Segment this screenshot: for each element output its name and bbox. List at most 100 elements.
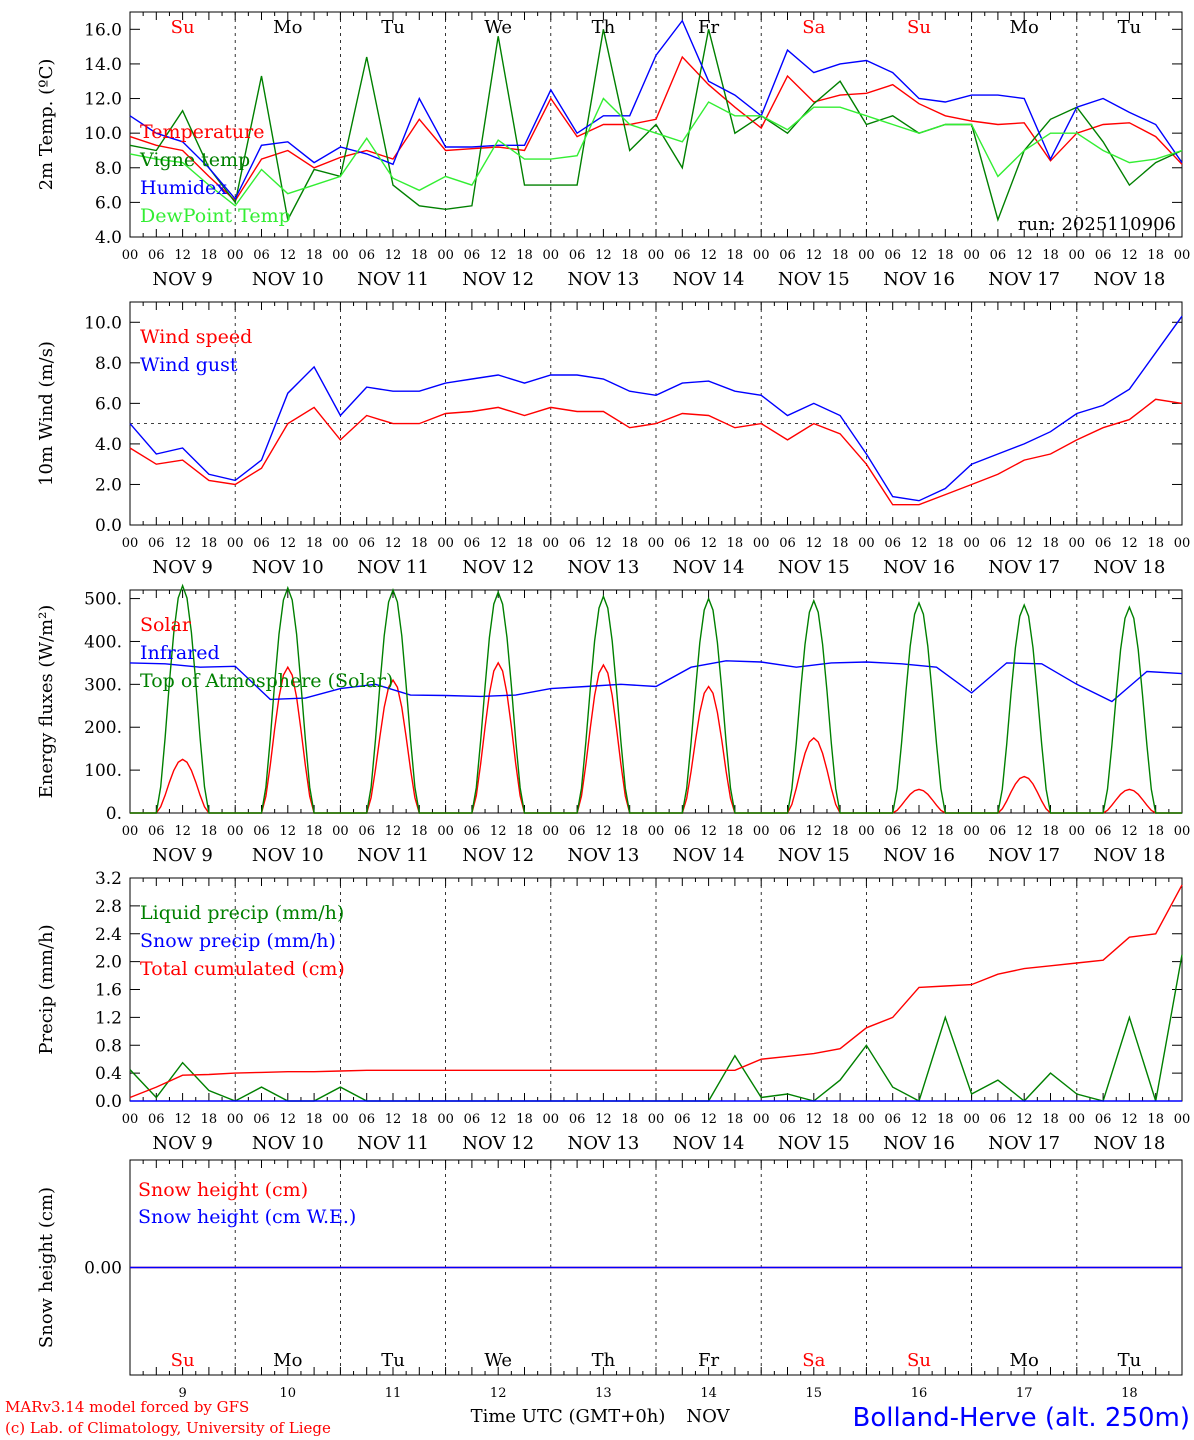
legend-entry: Total cumulated (cm) <box>140 958 345 980</box>
series-line <box>129 19 1183 201</box>
date-label: NOV 15 <box>778 1133 850 1154</box>
hour-label: 12 <box>1016 1112 1033 1127</box>
hour-label: 00 <box>227 824 244 839</box>
hour-label: 18 <box>1042 824 1059 839</box>
series-line <box>129 315 1183 502</box>
y-tick-label: 2.8 <box>95 897 122 917</box>
hour-label: 00 <box>122 536 139 551</box>
hour-label: 06 <box>253 1112 270 1127</box>
hour-label: 00 <box>543 536 560 551</box>
hour-label: 18 <box>621 1112 638 1127</box>
day-of-week: Su <box>907 1350 931 1371</box>
day-number: 18 <box>1121 1386 1138 1401</box>
y-tick-label: 0. <box>106 804 122 824</box>
day-of-week: Tu <box>381 1350 405 1371</box>
hour-label: 06 <box>674 824 691 839</box>
date-label: NOV 11 <box>357 269 429 290</box>
hour-label: 12 <box>490 536 507 551</box>
hour-label: 06 <box>464 1112 481 1127</box>
hour-label: 06 <box>990 248 1007 263</box>
date-label: NOV 17 <box>988 557 1060 578</box>
day-of-week: Tu <box>1118 1350 1142 1371</box>
series-line <box>129 55 1183 202</box>
hour-label: 18 <box>516 248 533 263</box>
hour-label: 00 <box>1069 536 1086 551</box>
hour-label: 00 <box>648 536 665 551</box>
y-tick-label: 0.00 <box>84 1259 122 1279</box>
y-tick-label: 500. <box>84 590 122 610</box>
day-of-week: Tu <box>381 17 405 38</box>
day-of-week: Sa <box>802 1350 825 1371</box>
hour-label: 06 <box>884 824 901 839</box>
hour-label: 12 <box>174 536 191 551</box>
hour-label: 12 <box>911 824 928 839</box>
hour-label: 18 <box>727 824 744 839</box>
hour-label: 06 <box>358 1112 375 1127</box>
hour-label: 00 <box>753 248 770 263</box>
date-label: NOV 13 <box>567 557 639 578</box>
date-label: NOV 10 <box>252 557 324 578</box>
hour-label: 12 <box>595 1112 612 1127</box>
day-number: 14 <box>700 1386 717 1401</box>
hour-label: 12 <box>595 536 612 551</box>
hour-label: 00 <box>437 1112 454 1127</box>
hour-label: 18 <box>516 1112 533 1127</box>
hour-label: 00 <box>437 824 454 839</box>
hour-label: 00 <box>227 536 244 551</box>
date-label: NOV 15 <box>778 269 850 290</box>
date-label: NOV 13 <box>567 1133 639 1154</box>
hour-label: 18 <box>832 248 849 263</box>
series-line <box>129 29 1183 222</box>
date-label: NOV 13 <box>567 269 639 290</box>
hour-label: 18 <box>937 1112 954 1127</box>
hour-label: 18 <box>727 248 744 263</box>
hour-label: 18 <box>411 824 428 839</box>
hour-label: 06 <box>148 1112 165 1127</box>
day-number: 17 <box>1016 1386 1033 1401</box>
date-label: NOV 16 <box>883 1133 955 1154</box>
hour-label: 00 <box>963 248 980 263</box>
hour-label: 06 <box>253 536 270 551</box>
hour-label: 12 <box>280 248 297 263</box>
day-number: 16 <box>911 1386 928 1401</box>
hour-label: 12 <box>911 248 928 263</box>
hour-label: 06 <box>253 248 270 263</box>
hour-label: 18 <box>201 248 218 263</box>
hour-label: 06 <box>1095 536 1112 551</box>
date-label: NOV 14 <box>673 269 745 290</box>
date-label: NOV 14 <box>673 1133 745 1154</box>
y-tick-label: 100. <box>84 761 122 781</box>
hour-label: 18 <box>306 824 323 839</box>
legend-entry: Wind gust <box>140 354 238 376</box>
y-tick-label: 0.0 <box>95 1092 122 1112</box>
legend-entry: Temperature <box>140 121 264 143</box>
hour-label: 12 <box>806 1112 823 1127</box>
panel-1: 4.0 6.0 8.0 10.0 12.0 14.0 16.0 2m Temp. (ºC) Te… <box>36 11 1190 290</box>
hour-label: 00 <box>332 536 349 551</box>
hour-label: 00 <box>858 536 875 551</box>
hour-label: 18 <box>937 536 954 551</box>
hour-label: 12 <box>1016 248 1033 263</box>
y-tick-label: 3.2 <box>95 869 122 889</box>
hour-label: 00 <box>122 824 139 839</box>
hour-label: 12 <box>1016 536 1033 551</box>
date-label: NOV 11 <box>357 845 429 866</box>
hour-label: 18 <box>621 536 638 551</box>
y-tick-label: 10.0 <box>84 313 122 333</box>
hour-label: 18 <box>832 536 849 551</box>
day-of-week: Sa <box>802 17 825 38</box>
hour-label: 00 <box>858 824 875 839</box>
hour-label: 06 <box>569 536 586 551</box>
hour-label: 06 <box>358 248 375 263</box>
run-annotation: run: 2025110906 <box>1018 214 1176 235</box>
y-tick-label: 2.4 <box>95 925 122 945</box>
series-line <box>129 398 1183 506</box>
legend-entry: Solar <box>140 614 192 636</box>
hour-label: 18 <box>516 536 533 551</box>
y-tick-label: 300. <box>84 675 122 695</box>
hour-label: 06 <box>674 248 691 263</box>
hour-label: 18 <box>1042 248 1059 263</box>
hour-label: 12 <box>1121 1112 1138 1127</box>
legend-entry: Snow height (cm) <box>138 1179 308 1201</box>
